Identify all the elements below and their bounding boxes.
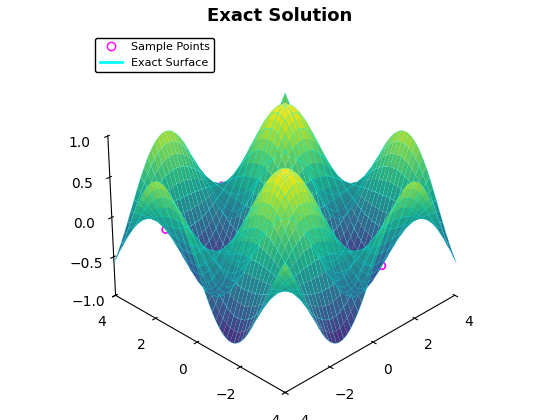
Legend: Sample Points, Exact Surface: Sample Points, Exact Surface bbox=[95, 38, 214, 72]
Title: Exact Solution: Exact Solution bbox=[207, 7, 353, 25]
